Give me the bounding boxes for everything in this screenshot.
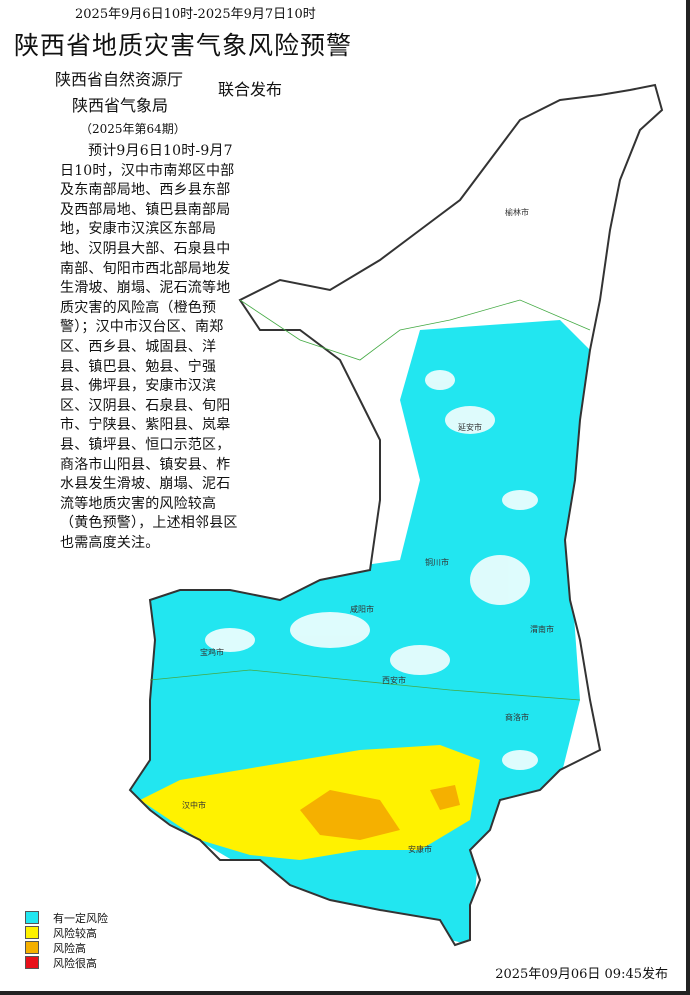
legend-item: 风险较高 [25, 925, 108, 940]
city-label: 西安市 [382, 675, 406, 685]
legend-item: 风险高 [25, 940, 108, 955]
legend-item: 风险很高 [25, 955, 108, 970]
city-label: 咸阳市 [350, 604, 374, 614]
time-range: 2025年9月6日10时-2025年9月7日10时 [75, 7, 316, 22]
city-label: 榆林市 [505, 207, 529, 217]
city-label: 宝鸡市 [200, 647, 224, 657]
legend-label: 风险很高 [53, 956, 97, 970]
risk-area-high [300, 790, 400, 840]
city-label: 铜川市 [425, 557, 449, 567]
bulletin-text: 预计9月6日10时-9月7日10时，汉中市南郑区中部及东南部局地、西乡县东部及西… [60, 143, 238, 551]
page-title: 陕西省地质灾害气象风险预警 [14, 31, 353, 60]
joint-label: 联合发布 [218, 80, 283, 99]
publish-time: 2025年09月06日 09:45发布 [495, 967, 668, 982]
legend-item: 有一定风险 [25, 910, 108, 925]
city-label: 汉中市 [182, 800, 206, 810]
issuer-1: 陕西省自然资源厅 [55, 70, 184, 89]
city-label: 延安市 [458, 422, 482, 432]
city-label: 安康市 [408, 844, 432, 854]
city-label: 商洛市 [505, 712, 529, 722]
city-label: 渭南市 [530, 624, 554, 634]
issue-number: （2025年第64期） [80, 122, 186, 136]
issuer-2: 陕西省气象局 [72, 96, 169, 115]
swatch-icon [25, 941, 39, 954]
legend-label: 风险高 [53, 941, 86, 955]
legend-label: 有一定风险 [53, 911, 108, 925]
legend: 有一定风险 风险较高 风险高 风险很高 [25, 910, 108, 970]
swatch-icon [25, 926, 39, 939]
swatch-icon [25, 911, 39, 924]
legend-label: 风险较高 [53, 926, 97, 940]
swatch-icon [25, 956, 39, 969]
